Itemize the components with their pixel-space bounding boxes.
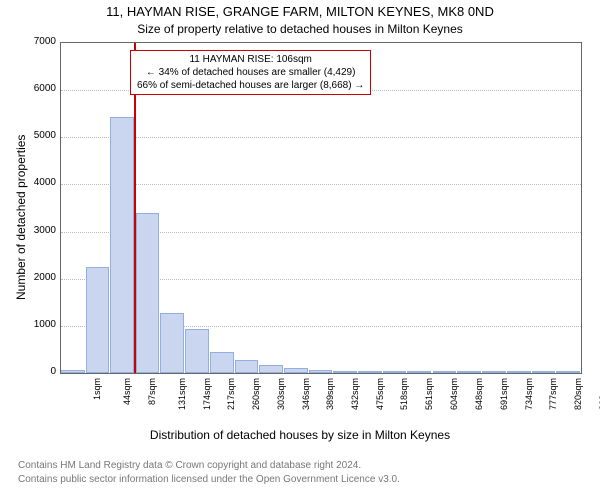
histogram-bar (532, 371, 556, 373)
credit-line-1: Contains HM Land Registry data © Crown c… (18, 460, 361, 471)
histogram-bar (309, 370, 333, 373)
y-tick-label: 3000 (24, 225, 56, 236)
x-tick-label: 518sqm (399, 378, 409, 410)
histogram-bar (556, 371, 580, 373)
y-tick-label: 5000 (24, 130, 56, 141)
x-tick-label: 604sqm (449, 378, 459, 410)
y-tick-label: 6000 (24, 83, 56, 94)
x-tick-label: 475sqm (375, 378, 385, 410)
x-tick-label: 389sqm (325, 378, 335, 410)
annotation-line-2: ← 34% of detached houses are smaller (4,… (137, 66, 364, 79)
histogram-bar (185, 329, 209, 373)
histogram-bar (110, 117, 134, 373)
x-tick-label: 44sqm (122, 378, 132, 405)
gridline (61, 184, 581, 185)
x-tick-label: 777sqm (548, 378, 558, 410)
x-tick-label: 691sqm (499, 378, 509, 410)
histogram-bar (136, 213, 160, 373)
histogram-bar (86, 267, 110, 373)
gridline (61, 137, 581, 138)
histogram-bar (259, 365, 283, 373)
x-tick-label: 734sqm (524, 378, 534, 410)
histogram-bar (160, 313, 184, 373)
histogram-bar (235, 360, 259, 373)
annotation-line-3: 66% of semi-detached houses are larger (… (137, 79, 364, 92)
x-tick-label: 217sqm (226, 378, 236, 410)
credit-line-2: Contains public sector information licen… (18, 474, 400, 485)
x-tick-label: 820sqm (573, 378, 583, 410)
histogram-bar (383, 371, 407, 373)
chart-title: 11, HAYMAN RISE, GRANGE FARM, MILTON KEY… (0, 4, 600, 19)
annotation-box: 11 HAYMAN RISE: 106sqm ← 34% of detached… (130, 50, 371, 95)
y-tick-label: 0 (24, 366, 56, 377)
histogram-bar (333, 371, 357, 373)
x-tick-label: 303sqm (276, 378, 286, 410)
y-tick-label: 2000 (24, 272, 56, 283)
histogram-bar (61, 370, 85, 373)
chart-subtitle: Size of property relative to detached ho… (0, 22, 600, 36)
x-tick-label: 1sqm (92, 378, 102, 400)
x-tick-label: 131sqm (177, 378, 187, 410)
x-tick-label: 346sqm (301, 378, 311, 410)
histogram-bar (210, 352, 234, 373)
y-tick-label: 7000 (24, 36, 56, 47)
x-axis-label: Distribution of detached houses by size … (0, 428, 600, 442)
histogram-bar (284, 368, 308, 373)
x-tick-label: 260sqm (251, 378, 261, 410)
histogram-bar (457, 371, 481, 373)
histogram-bar (433, 371, 457, 373)
y-tick-label: 1000 (24, 319, 56, 330)
x-tick-label: 174sqm (202, 378, 212, 410)
histogram-bar (482, 371, 506, 373)
annotation-line-1: 11 HAYMAN RISE: 106sqm (137, 53, 364, 66)
x-tick-label: 87sqm (147, 378, 157, 405)
x-tick-label: 648sqm (474, 378, 484, 410)
y-tick-label: 4000 (24, 177, 56, 188)
x-tick-label: 561sqm (424, 378, 434, 410)
histogram-bar (507, 371, 531, 373)
x-tick-label: 432sqm (350, 378, 360, 410)
histogram-bar (358, 371, 382, 373)
histogram-bar (407, 371, 431, 373)
